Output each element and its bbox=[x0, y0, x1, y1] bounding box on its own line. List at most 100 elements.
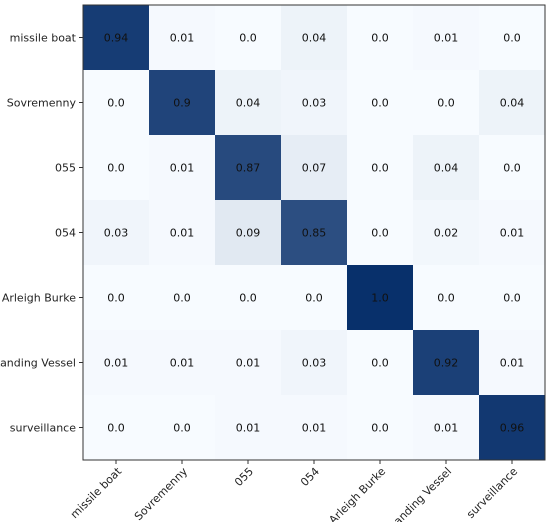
cell-value-label: 0.0 bbox=[437, 97, 455, 110]
heatmap-cell-0-3 bbox=[281, 5, 348, 71]
cell-value-label: 0.01 bbox=[302, 422, 327, 435]
cell-value-label: 0.04 bbox=[500, 97, 525, 110]
heatmap-cell-5-2 bbox=[215, 330, 282, 396]
heatmap-cell-6-4 bbox=[347, 395, 414, 461]
cell-value-label: 0.0 bbox=[107, 292, 125, 305]
cell-value-label: 0.0 bbox=[437, 292, 455, 305]
heatmap-cell-0-0 bbox=[83, 5, 150, 71]
heatmap-cell-2-6 bbox=[479, 135, 546, 201]
heatmap-cell-6-5 bbox=[413, 395, 480, 461]
cell-value-label: 0.0 bbox=[239, 292, 257, 305]
cell-value-label: 0.01 bbox=[236, 422, 261, 435]
cell-value-label: 0.94 bbox=[104, 32, 129, 45]
heatmap-cells: 0.94 0.01 0.0 0.04 0.0 0.01 0.0 0.0 0.9 0.04 0.03 0… bbox=[83, 5, 546, 461]
cell-value-label: 0.92 bbox=[434, 357, 459, 370]
heatmap-cell-5-0 bbox=[83, 330, 150, 396]
heatmap-cell-3-6 bbox=[479, 200, 546, 266]
heatmap-cell-1-3 bbox=[281, 70, 348, 136]
cell-value-label: 0.01 bbox=[170, 357, 195, 370]
heatmap-cell-3-3 bbox=[281, 200, 348, 266]
heatmap-cell-4-6 bbox=[479, 265, 546, 331]
heatmap-cell-2-2 bbox=[215, 135, 282, 201]
cell-value-label: 0.0 bbox=[503, 32, 521, 45]
heatmap-cell-1-0 bbox=[83, 70, 150, 136]
heatmap-cell-5-5 bbox=[413, 330, 480, 396]
heatmap-cell-0-1 bbox=[149, 5, 216, 71]
heatmap-cell-2-3 bbox=[281, 135, 348, 201]
heatmap-cell-5-4 bbox=[347, 330, 414, 396]
cell-value-label: 0.02 bbox=[434, 227, 459, 240]
cell-value-label: 0.96 bbox=[500, 422, 525, 435]
cell-value-label: 0.01 bbox=[500, 357, 525, 370]
heatmap-cell-4-3 bbox=[281, 265, 348, 331]
cell-value-label: 0.01 bbox=[104, 357, 129, 370]
x-tick-label-arleigh-burke: Arleigh Burke bbox=[326, 465, 388, 522]
cell-value-label: 0.01 bbox=[170, 162, 195, 175]
cell-value-label: 0.9 bbox=[173, 97, 191, 110]
heatmap-cell-4-0 bbox=[83, 265, 150, 331]
cell-value-label: 0.0 bbox=[239, 32, 257, 45]
cell-value-label: 0.01 bbox=[500, 227, 525, 240]
cell-value-label: 0.07 bbox=[302, 162, 327, 175]
heatmap-cell-6-3 bbox=[281, 395, 348, 461]
heatmap-cell-2-4 bbox=[347, 135, 414, 201]
cell-value-label: 0.0 bbox=[371, 227, 389, 240]
heatmap-cell-1-5 bbox=[413, 70, 480, 136]
cell-value-label: 0.0 bbox=[371, 422, 389, 435]
heatmap-cell-3-0 bbox=[83, 200, 150, 266]
cell-value-label: 0.0 bbox=[107, 97, 125, 110]
cell-value-label: 0.0 bbox=[371, 162, 389, 175]
cell-value-label: 0.0 bbox=[371, 32, 389, 45]
y-tick-label-arleigh-burke: Arleigh Burke bbox=[2, 292, 76, 305]
heatmap-cell-2-1 bbox=[149, 135, 216, 201]
x-tick-label-054: 054 bbox=[298, 465, 322, 489]
cell-value-label: 0.0 bbox=[107, 422, 125, 435]
x-tick-label-055: 055 bbox=[232, 465, 256, 489]
cell-value-label: 0.04 bbox=[236, 97, 261, 110]
cell-value-label: 0.0 bbox=[305, 292, 323, 305]
x-tick-label-sovremenny: Sovremenny bbox=[132, 465, 190, 522]
heatmap-cell-1-4 bbox=[347, 70, 414, 136]
heatmap-cell-2-0 bbox=[83, 135, 150, 201]
cell-value-label: 0.85 bbox=[302, 227, 327, 240]
heatmap-cell-0-2 bbox=[215, 5, 282, 71]
cell-value-label: 0.03 bbox=[302, 357, 327, 370]
x-tick-label-landing-vessel: Landing Vessel bbox=[387, 465, 454, 522]
cell-value-label: 0.09 bbox=[236, 227, 261, 240]
heatmap-cell-3-4 bbox=[347, 200, 414, 266]
y-tick-label-missile-boat: missile boat bbox=[10, 32, 77, 45]
heatmap-cell-5-3 bbox=[281, 330, 348, 396]
cell-value-label: 0.03 bbox=[104, 227, 129, 240]
y-tick-label-055: 055 bbox=[55, 162, 76, 175]
y-tick-label-surveillance: surveillance bbox=[10, 422, 76, 435]
cell-value-label: 1.0 bbox=[371, 292, 389, 305]
cell-value-label: 0.04 bbox=[302, 32, 327, 45]
heatmap-cell-1-6 bbox=[479, 70, 546, 136]
x-tick-label-surveillance: surveillance bbox=[464, 465, 520, 521]
heatmap-cell-5-1 bbox=[149, 330, 216, 396]
heatmap-cell-6-2 bbox=[215, 395, 282, 461]
heatmap-cell-1-1 bbox=[149, 70, 216, 136]
heatmap-cell-6-0 bbox=[83, 395, 150, 461]
cell-value-label: 0.0 bbox=[503, 292, 521, 305]
heatmap-cell-3-1 bbox=[149, 200, 216, 266]
heatmap-cell-6-1 bbox=[149, 395, 216, 461]
heatmap-cell-6-6 bbox=[479, 395, 546, 461]
cell-value-label: 0.01 bbox=[170, 227, 195, 240]
heatmap-cell-2-5 bbox=[413, 135, 480, 201]
cell-value-label: 0.0 bbox=[107, 162, 125, 175]
heatmap-cell-4-2 bbox=[215, 265, 282, 331]
cell-value-label: 0.01 bbox=[434, 422, 459, 435]
x-axis: missile boat Sovremenny 055 054 Arleigh Burk… bbox=[68, 460, 520, 522]
cell-value-label: 0.0 bbox=[371, 97, 389, 110]
heatmap-cell-0-5 bbox=[413, 5, 480, 71]
cell-value-label: 0.0 bbox=[503, 162, 521, 175]
cell-value-label: 0.01 bbox=[170, 32, 195, 45]
cell-value-label: 0.03 bbox=[302, 97, 327, 110]
heatmap-cell-5-6 bbox=[479, 330, 546, 396]
cell-value-label: 0.01 bbox=[236, 357, 261, 370]
y-tick-label-sovremenny: Sovremenny bbox=[7, 97, 77, 110]
x-tick-label-missile-boat: missile boat bbox=[68, 464, 125, 521]
heatmap-cell-4-4 bbox=[347, 265, 414, 331]
